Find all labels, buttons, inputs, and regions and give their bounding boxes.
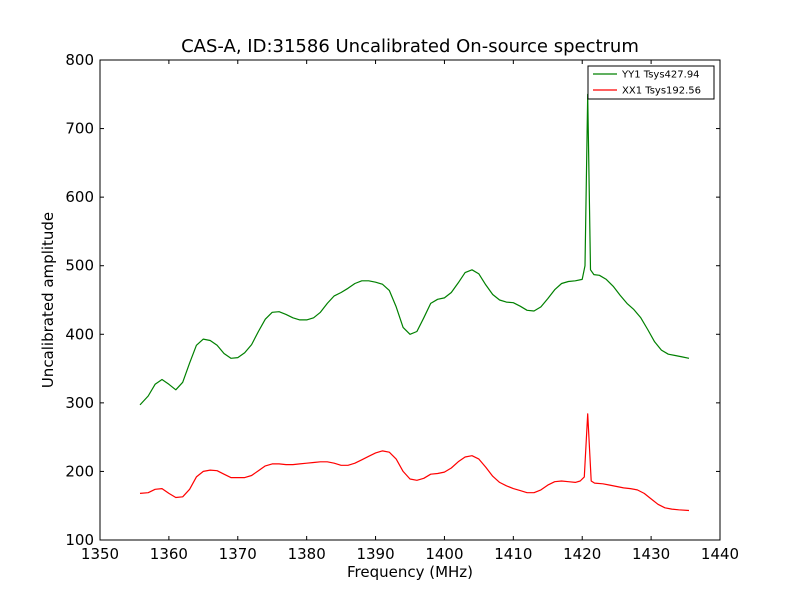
y-tick-label: 500	[65, 257, 94, 275]
series-line-xx1	[139, 413, 690, 512]
x-tick-label: 1440	[701, 545, 739, 563]
legend-label-yy1: YY1 Tsys427.94	[621, 70, 700, 81]
chart-title: CAS-A, ID:31586 Uncalibrated On-source s…	[181, 36, 639, 57]
y-tick-label: 700	[65, 120, 94, 138]
x-tick-label: 1380	[288, 545, 326, 563]
x-tick-label: 1350	[81, 545, 119, 563]
x-tick-label: 1420	[563, 545, 601, 563]
x-tick-label: 1400	[425, 545, 463, 563]
series-line-yy1	[139, 93, 690, 406]
x-tick-label: 1390	[356, 545, 394, 563]
legend-label-xx1: XX1 Tsys192.56	[622, 86, 701, 97]
y-tick-label: 800	[65, 51, 94, 69]
axis-ticks: 1350 1360 1370 1380 1390 1400 1410 1420 1430 1440…	[65, 51, 739, 563]
plot-area	[139, 93, 690, 512]
y-tick-label: 400	[65, 325, 94, 343]
legend-box	[587, 65, 715, 100]
x-tick-label: 1410	[494, 545, 532, 563]
x-axis-label: Frequency (MHz)	[347, 563, 473, 581]
y-tick-label: 100	[65, 531, 94, 549]
legend: YY1 Tsys427.94 XX1 Tsys192.56	[587, 65, 715, 100]
y-tick-label: 300	[65, 394, 94, 412]
y-tick-label: 600	[65, 188, 94, 206]
plot-frame	[99, 59, 721, 541]
x-tick-label: 1430	[632, 545, 670, 563]
x-tick-label: 1370	[219, 545, 257, 563]
y-tick-label: 200	[65, 462, 94, 480]
x-tick-label: 1360	[150, 545, 188, 563]
y-axis-label: Uncalibrated amplitude	[39, 212, 57, 388]
